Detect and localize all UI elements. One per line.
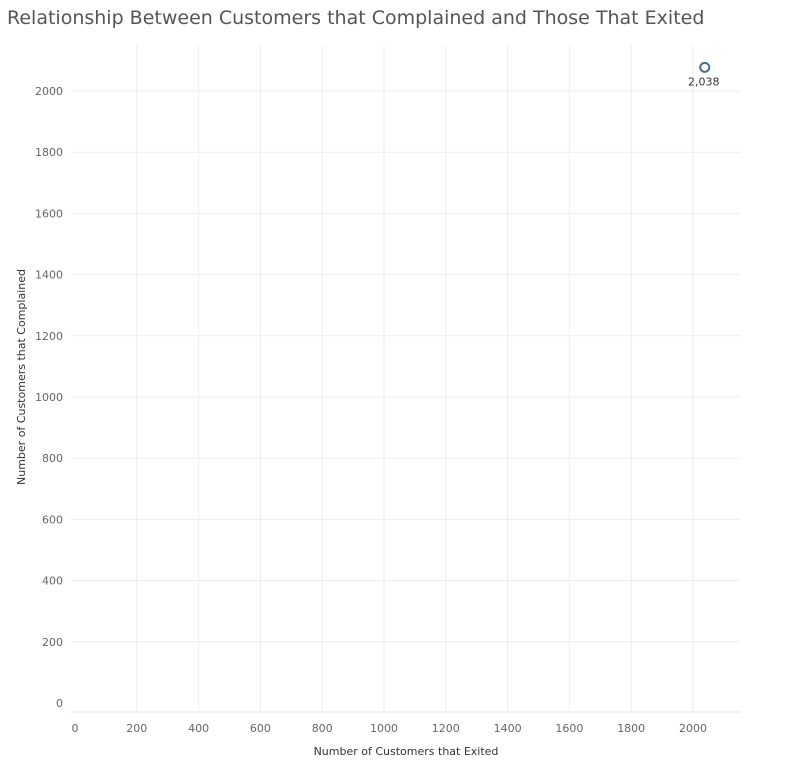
chart-title: Relationship Between Customers that Comp… bbox=[7, 7, 705, 29]
x-axis-title: Number of Customers that Exited bbox=[314, 745, 499, 758]
y-tick-label-0: 0 bbox=[56, 697, 63, 710]
y-axis-title: Number of Customers that Complained bbox=[15, 269, 28, 485]
x-tick-label-1000: 1000 bbox=[370, 722, 398, 735]
x-tick-label-800: 800 bbox=[312, 722, 333, 735]
y-tick-label-400: 400 bbox=[42, 575, 63, 588]
grid bbox=[70, 45, 740, 713]
x-tick-label-1600: 1600 bbox=[555, 722, 583, 735]
data-label-0: 2,038 bbox=[688, 75, 720, 88]
x-tick-label-1400: 1400 bbox=[494, 722, 522, 735]
x-tick-label-1200: 1200 bbox=[432, 722, 460, 735]
x-tick-label-200: 200 bbox=[126, 722, 147, 735]
y-tick-label-1600: 1600 bbox=[35, 207, 63, 220]
x-tick-label-2000: 2000 bbox=[679, 722, 707, 735]
x-tick-label-600: 600 bbox=[250, 722, 271, 735]
y-tick-label-1400: 1400 bbox=[35, 269, 63, 282]
y-tick-label-800: 800 bbox=[42, 452, 63, 465]
x-tick-label-0: 0 bbox=[72, 722, 79, 735]
y-tick-label-1000: 1000 bbox=[35, 391, 63, 404]
y-tick-label-1800: 1800 bbox=[35, 146, 63, 159]
x-axis-ticks: 0 200 400 600 800 1000 1200 1400 1600 1800 2000 bbox=[72, 722, 708, 735]
data-point-0[interactable] bbox=[699, 61, 711, 73]
data-points: 2,038 bbox=[688, 61, 720, 88]
y-tick-label-2000: 2000 bbox=[35, 85, 63, 98]
y-tick-label-600: 600 bbox=[42, 513, 63, 526]
x-tick-label-400: 400 bbox=[188, 722, 209, 735]
y-tick-label-1200: 1200 bbox=[35, 330, 63, 343]
y-axis-ticks: 0 200 400 600 800 1000 1200 1400 1600 1800 2000 bbox=[35, 85, 63, 710]
x-tick-label-1800: 1800 bbox=[617, 722, 645, 735]
y-tick-label-200: 200 bbox=[42, 636, 63, 649]
